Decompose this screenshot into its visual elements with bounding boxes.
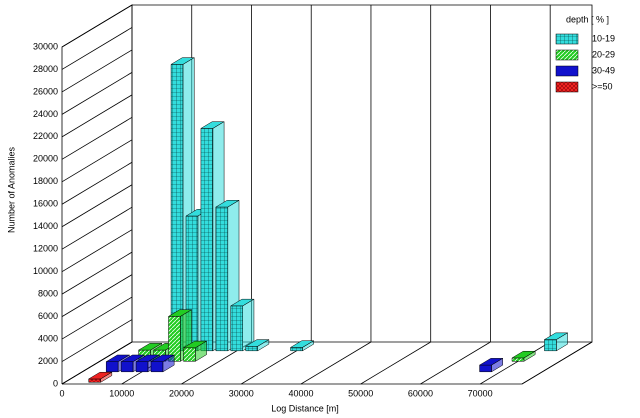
bar-front bbox=[200, 128, 214, 352]
grid-line bbox=[61, 319, 133, 362]
bar-side bbox=[162, 354, 175, 373]
back-wall bbox=[132, 4, 593, 343]
bar-side bbox=[556, 332, 568, 352]
right-edge bbox=[521, 341, 593, 385]
x-tick-label: 20000 bbox=[169, 388, 194, 398]
left-wall bbox=[61, 4, 133, 385]
bar bbox=[289, 340, 315, 352]
bar-front bbox=[511, 357, 525, 362]
legend-label: 10-19 bbox=[592, 33, 615, 43]
x-tick-label: 30000 bbox=[229, 388, 254, 398]
grid-line bbox=[61, 94, 133, 138]
bar-front bbox=[245, 346, 258, 352]
bar-front bbox=[150, 361, 164, 373]
grid-line bbox=[61, 296, 133, 340]
x-tick-label: 60000 bbox=[408, 388, 433, 398]
grid-line bbox=[61, 116, 133, 160]
grid-line bbox=[479, 341, 551, 385]
bar bbox=[244, 339, 270, 352]
grid-line bbox=[61, 341, 133, 385]
bar-front bbox=[230, 305, 244, 352]
x-tick-label: 10000 bbox=[109, 388, 134, 398]
y-tick-label: 26000 bbox=[33, 86, 58, 96]
bar-front bbox=[479, 364, 492, 373]
y-tick-label: 28000 bbox=[33, 64, 58, 74]
bar-side bbox=[302, 340, 314, 352]
bar bbox=[150, 354, 176, 373]
bar-side bbox=[491, 357, 503, 373]
y-tick-label: 8000 bbox=[38, 289, 58, 299]
grid-line bbox=[61, 229, 133, 273]
bar-front bbox=[170, 64, 184, 352]
grid-line bbox=[61, 251, 133, 295]
legend-label: 30-49 bbox=[592, 65, 615, 75]
grid-line bbox=[61, 161, 133, 205]
bar bbox=[543, 332, 569, 352]
legend-label: >=50 bbox=[592, 81, 613, 91]
bar-side bbox=[195, 340, 207, 362]
bar bbox=[478, 357, 504, 373]
bar-front bbox=[290, 347, 303, 352]
y-tick-label: 12000 bbox=[33, 244, 58, 254]
grid-line bbox=[360, 341, 431, 385]
y-tick-label: 20000 bbox=[33, 154, 58, 164]
grid-line bbox=[61, 274, 133, 317]
legend-swatch bbox=[555, 65, 579, 77]
y-tick-label: 0 bbox=[53, 378, 58, 388]
x-tick-label: 70000 bbox=[468, 388, 493, 398]
grid-line bbox=[61, 72, 133, 115]
y-tick-label: 18000 bbox=[33, 176, 58, 186]
y-axis-label: Number of Anomalies bbox=[6, 146, 16, 233]
y-tick-label: 14000 bbox=[33, 221, 58, 231]
y-tick-label: 24000 bbox=[33, 109, 58, 119]
bar-front bbox=[88, 378, 101, 383]
grid-line bbox=[61, 4, 133, 48]
y-tick-label: 16000 bbox=[33, 199, 58, 209]
bar bbox=[87, 371, 113, 383]
bar-front bbox=[544, 339, 557, 352]
bar-front bbox=[120, 361, 134, 373]
grid-line bbox=[61, 139, 133, 183]
grid-line bbox=[61, 184, 133, 228]
grid-line bbox=[61, 49, 133, 93]
y-tick-label: 4000 bbox=[38, 333, 58, 343]
grid-line bbox=[61, 27, 133, 70]
y-tick-label: 6000 bbox=[38, 311, 58, 321]
bar bbox=[511, 350, 537, 362]
bar-side bbox=[257, 339, 270, 352]
legend-title: depth [ % ] bbox=[566, 14, 609, 24]
legend-swatch bbox=[555, 81, 579, 93]
y-tick-label: 22000 bbox=[33, 131, 58, 141]
y-tick-label: 10000 bbox=[33, 266, 58, 276]
y-tick-label: 2000 bbox=[38, 356, 58, 366]
grid-line bbox=[61, 206, 133, 250]
bar-front bbox=[215, 206, 229, 352]
bar-front bbox=[135, 361, 149, 373]
grid-line bbox=[420, 341, 491, 385]
legend-swatch bbox=[555, 33, 579, 45]
bar-front bbox=[168, 316, 181, 362]
x-tick-label: 0 bbox=[59, 388, 64, 398]
bar-side bbox=[523, 350, 536, 362]
bar bbox=[182, 340, 208, 362]
bar-front bbox=[105, 361, 119, 373]
bar bbox=[229, 298, 255, 352]
x-axis-label: Log Distance [m] bbox=[271, 403, 339, 413]
grid-line bbox=[300, 341, 372, 385]
x-tick-label: 40000 bbox=[288, 388, 313, 398]
x-tick-label: 50000 bbox=[348, 388, 373, 398]
legend-label: 20-29 bbox=[592, 49, 615, 59]
bar-side bbox=[100, 371, 113, 383]
y-tick-label: 30000 bbox=[33, 41, 58, 51]
bar-front bbox=[183, 347, 196, 362]
legend-swatch bbox=[555, 49, 579, 61]
